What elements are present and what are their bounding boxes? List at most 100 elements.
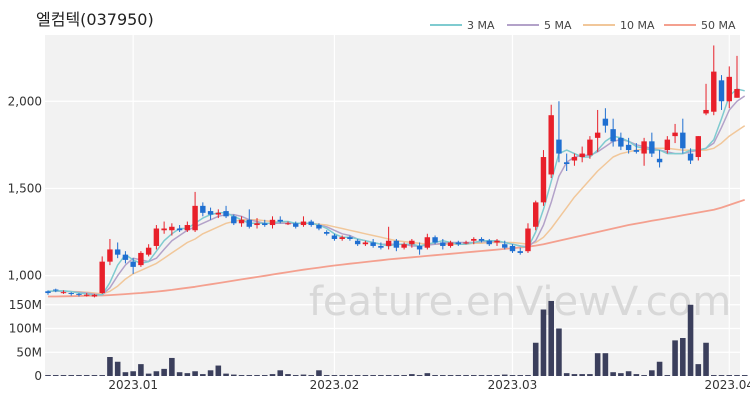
volume-bar — [556, 328, 562, 376]
candle — [656, 150, 663, 168]
candle — [556, 101, 562, 163]
candle — [502, 240, 508, 250]
volume-tick-label: 50M — [16, 345, 42, 359]
candle — [130, 258, 136, 274]
volume-bar — [563, 373, 570, 376]
candle-body — [76, 293, 82, 295]
candle — [114, 242, 121, 259]
candle-body — [726, 76, 732, 102]
volume-bar — [672, 340, 678, 376]
volume-bar — [703, 342, 709, 376]
candle — [339, 235, 345, 241]
candle-body — [354, 240, 361, 245]
volume-bar — [184, 373, 191, 376]
legend-label-ma3: 3 MA — [467, 19, 495, 32]
candle-body — [602, 118, 609, 126]
candle-body — [161, 228, 167, 231]
candle — [323, 230, 330, 236]
candle-body — [207, 211, 214, 215]
volume-bar — [76, 375, 82, 376]
chart-title: 엘컴텍(037950) — [36, 10, 154, 29]
x-axis-ticks: 2023.01 2023.02 2023.03 2023.04 — [108, 378, 750, 392]
candle-body — [60, 292, 67, 294]
candle — [60, 290, 67, 294]
volume-bar — [633, 374, 640, 376]
candle — [594, 109, 601, 152]
candle — [517, 247, 523, 255]
candle — [471, 237, 477, 245]
volume-bar — [734, 375, 740, 376]
volume-bar — [52, 375, 59, 376]
volume-tick-label: 100M — [9, 322, 42, 336]
candle — [548, 104, 554, 178]
candle-body — [563, 162, 570, 165]
legend-item-ma3: 3 MA — [430, 19, 495, 32]
candle-body — [223, 211, 229, 217]
candle-body — [385, 240, 392, 246]
candle — [269, 216, 276, 229]
candle-body — [587, 139, 593, 156]
volume-tick-label: 0 — [34, 369, 42, 383]
volume-bar — [60, 375, 67, 376]
candle — [107, 238, 113, 266]
candle-body — [502, 244, 508, 248]
volume-bar — [223, 373, 229, 376]
candle — [293, 221, 299, 229]
candle-body — [610, 129, 616, 142]
candle — [308, 219, 314, 227]
candle — [145, 244, 152, 257]
candle-body — [277, 219, 283, 222]
volume-bar — [741, 375, 748, 376]
candle — [602, 108, 609, 133]
candle-body — [176, 228, 183, 231]
volume-tick-label: 150M — [9, 298, 42, 312]
legend-label-ma50: 50 MA — [701, 19, 736, 32]
volume-bar — [656, 361, 663, 376]
candle — [176, 225, 183, 233]
candle — [641, 137, 647, 166]
volume-axis-ticks: 0 50M 100M 150M — [9, 298, 42, 383]
candle — [393, 238, 400, 252]
candle-body — [347, 237, 353, 239]
candle — [455, 240, 462, 246]
candle — [223, 205, 229, 219]
candle — [161, 221, 167, 234]
candle-body — [718, 80, 725, 102]
volume-bar — [323, 375, 330, 376]
ma50-line — [48, 198, 745, 298]
candle-body — [99, 261, 105, 294]
volume-bar — [517, 375, 524, 376]
candle-body — [122, 254, 129, 260]
candle-body — [285, 223, 291, 225]
volume-bar — [424, 373, 431, 376]
candle-body — [114, 249, 121, 255]
candle — [711, 45, 717, 116]
candle-body — [370, 242, 376, 246]
candle — [91, 293, 98, 298]
candle — [533, 200, 539, 231]
volume-bar — [447, 375, 454, 376]
volume-bar — [401, 375, 407, 376]
volume-bar — [571, 374, 578, 376]
volume-bar — [308, 375, 315, 376]
candle — [478, 237, 485, 243]
candle — [587, 136, 593, 159]
volume-bar — [153, 371, 160, 376]
volume-bar — [339, 375, 345, 376]
volume-bar — [91, 375, 98, 376]
volume-bar — [192, 371, 198, 376]
candle — [734, 55, 740, 98]
volume-bar — [300, 374, 307, 376]
price-tick-label: 2,000 — [8, 94, 42, 108]
candle-body — [246, 219, 252, 227]
candle — [649, 132, 655, 158]
price-axis-ticks: 1,000 1,500 2,000 — [8, 94, 42, 282]
candle — [463, 240, 469, 245]
candle-body — [680, 132, 686, 149]
volume-bar — [331, 375, 338, 376]
volume-bar — [292, 375, 299, 376]
volume-bar — [130, 371, 136, 376]
volume-bar — [540, 309, 547, 376]
candle-body — [695, 136, 702, 158]
candle — [99, 256, 105, 294]
